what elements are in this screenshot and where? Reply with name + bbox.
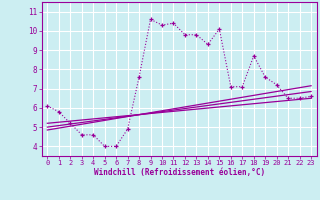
- X-axis label: Windchill (Refroidissement éolien,°C): Windchill (Refroidissement éolien,°C): [94, 168, 265, 177]
